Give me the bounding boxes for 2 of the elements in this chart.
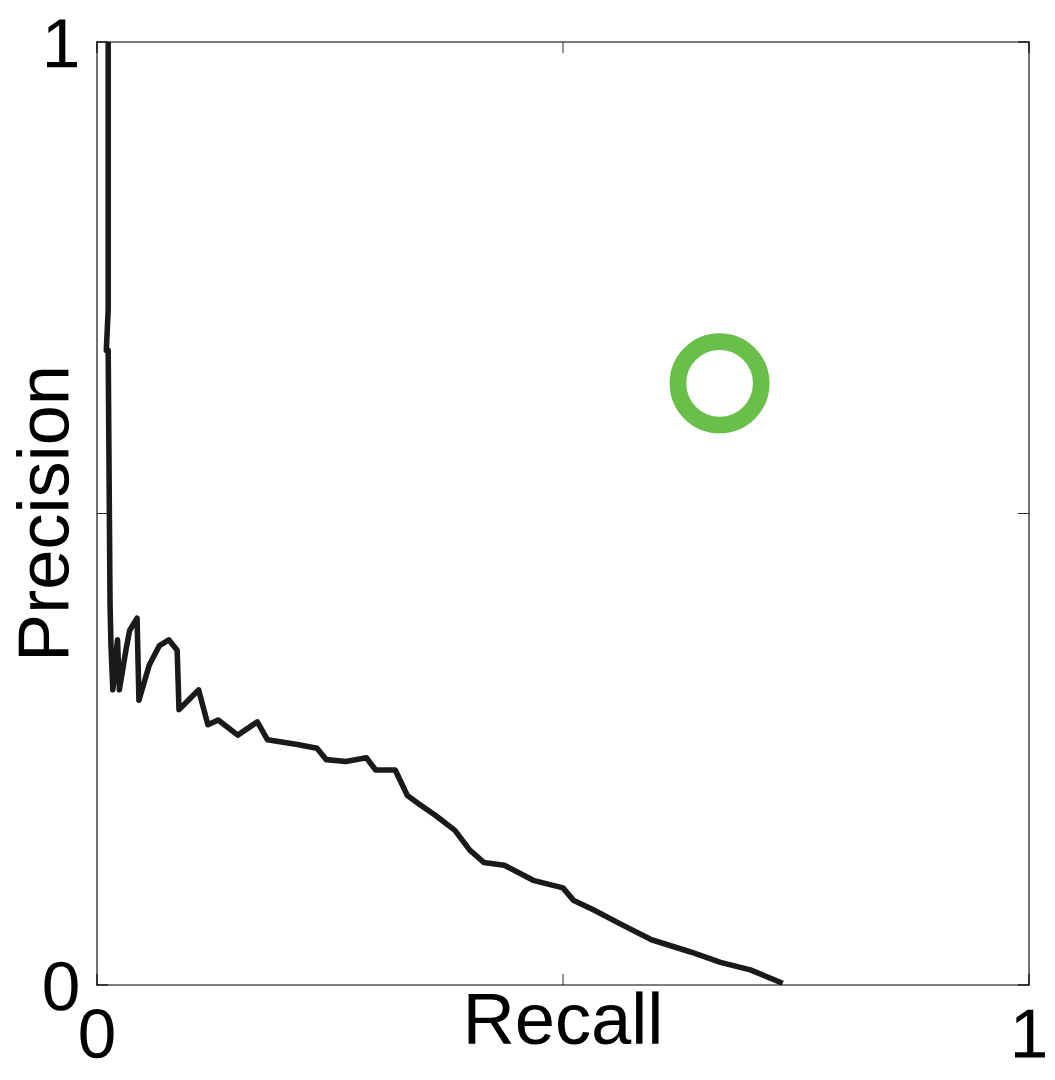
x-axis-title: Recall [468, 991, 659, 1045]
y-axis-title: Precision [16, 369, 70, 657]
